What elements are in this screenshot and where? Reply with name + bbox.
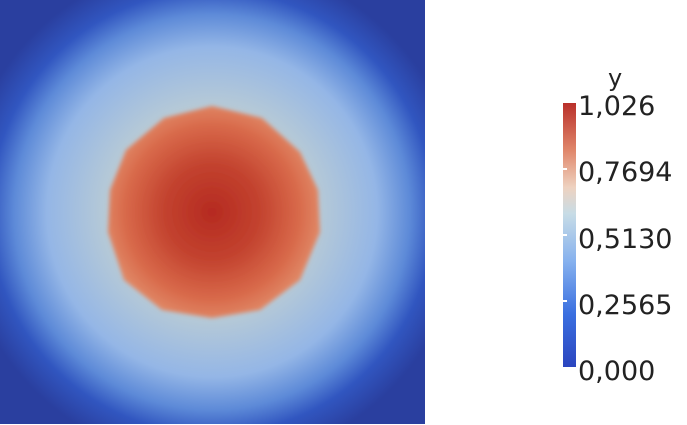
- colorbar-label-mid: 0,5130: [578, 224, 673, 255]
- field-plot: [0, 0, 425, 424]
- colorbar-tick: [563, 234, 567, 236]
- colorbar-label-high: 0,7694: [578, 157, 673, 188]
- colorbar-tick: [563, 300, 567, 302]
- colorbar-label-max: 1,026: [578, 91, 656, 122]
- colorbar-label-low: 0,2565: [578, 290, 673, 321]
- colorbar-label-min: 0,000: [578, 356, 656, 387]
- field-hotspot: [108, 106, 320, 318]
- colorbar-title: y: [608, 64, 623, 92]
- colorbar-tick: [563, 168, 567, 170]
